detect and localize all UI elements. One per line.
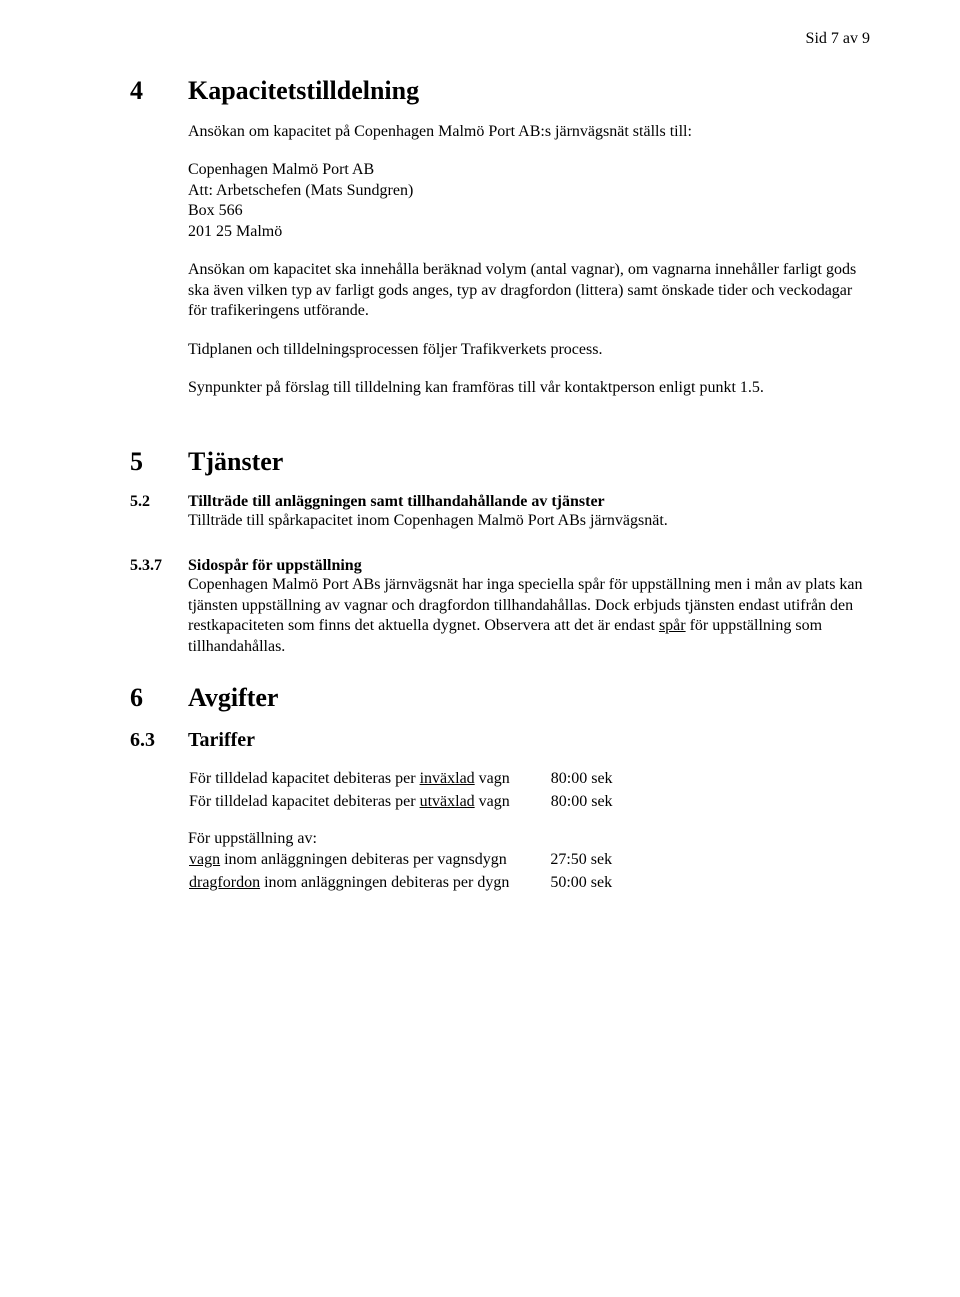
s4-intro: Ansökan om kapacitet på Copenhagen Malmö… xyxy=(188,122,870,142)
s4-p2: Ansökan om kapacitet ska innehålla beräk… xyxy=(188,260,870,321)
s4-p3: Tidplanen och tilldelningsprocessen följ… xyxy=(188,340,870,360)
s4-p4: Synpunkter på förslag till tilldelning k… xyxy=(188,378,870,398)
tariff-r2-amount: 80:00 sek xyxy=(550,791,614,813)
s4-addr-line2: Att: Arbetschefen (Mats Sundgren) xyxy=(188,181,870,201)
section-6-3-title: Tariffer xyxy=(188,729,870,752)
tariff-row: dragfordon inom anläggningen debiteras p… xyxy=(188,872,613,894)
s4-addr-line1: Copenhagen Malmö Port AB xyxy=(188,160,870,180)
tariff-r1a: För tilldelad kapacitet debiteras per xyxy=(189,770,420,787)
tariff-r1b: vagn xyxy=(475,770,510,787)
tariff-r2a: För tilldelad kapacitet debiteras per xyxy=(189,793,420,810)
s537-p1-underline: spår xyxy=(659,617,686,634)
tariff-r5-underline: dragfordon xyxy=(189,874,260,891)
section-4-number: 4 xyxy=(130,76,188,106)
page-number: Sid 7 av 9 xyxy=(130,30,870,48)
s4-addr-line3: Box 566 xyxy=(188,201,870,221)
tariff-r2b: vagn xyxy=(475,793,510,810)
section-4-title: Kapacitetstilldelning xyxy=(188,76,870,106)
tariff-r1-underline: inväxlad xyxy=(420,770,475,787)
section-5-2-title: Tillträde till anläggningen samt tillhan… xyxy=(188,493,870,511)
tariff-r1-amount: 80:00 sek xyxy=(550,768,614,790)
tariff-uppstallning-heading: För uppställning av: xyxy=(188,829,870,849)
section-6-title: Avgifter xyxy=(188,683,870,713)
section-5-3-7-title: Sidospår för uppställning xyxy=(188,557,870,575)
section-5-3-7-number: 5.3.7 xyxy=(130,557,188,575)
tariff-r4b: inom anläggningen debiteras per vagnsdyg… xyxy=(220,851,507,868)
section-6-3-number: 6.3 xyxy=(130,729,188,752)
tariff-r2-underline: utväxlad xyxy=(420,793,475,810)
tariff-row: För tilldelad kapacitet debiteras per ut… xyxy=(188,791,614,813)
tariff-r5b: inom anläggningen debiteras per dygn xyxy=(260,874,509,891)
tariff-r5-amount: 50:00 sek xyxy=(549,872,613,894)
section-5-number: 5 xyxy=(130,447,188,477)
section-5-title: Tjänster xyxy=(188,447,870,477)
tariff-r4-underline: vagn xyxy=(189,851,220,868)
s52-p1: Tillträde till spårkapacitet inom Copenh… xyxy=(188,511,870,531)
section-5-2-number: 5.2 xyxy=(130,493,188,511)
s537-p1: Copenhagen Malmö Port ABs järnvägsnät ha… xyxy=(188,575,870,657)
tariff-table: För tilldelad kapacitet debiteras per in… xyxy=(188,768,614,813)
tariff-row: För tilldelad kapacitet debiteras per in… xyxy=(188,768,614,790)
tariff-r4-amount: 27:50 sek xyxy=(549,849,613,871)
tariff-row: vagn inom anläggningen debiteras per vag… xyxy=(188,849,613,871)
section-6-number: 6 xyxy=(130,683,188,713)
s4-addr-line4: 201 25 Malmö xyxy=(188,222,870,242)
tariff-table-2: vagn inom anläggningen debiteras per vag… xyxy=(188,849,613,894)
